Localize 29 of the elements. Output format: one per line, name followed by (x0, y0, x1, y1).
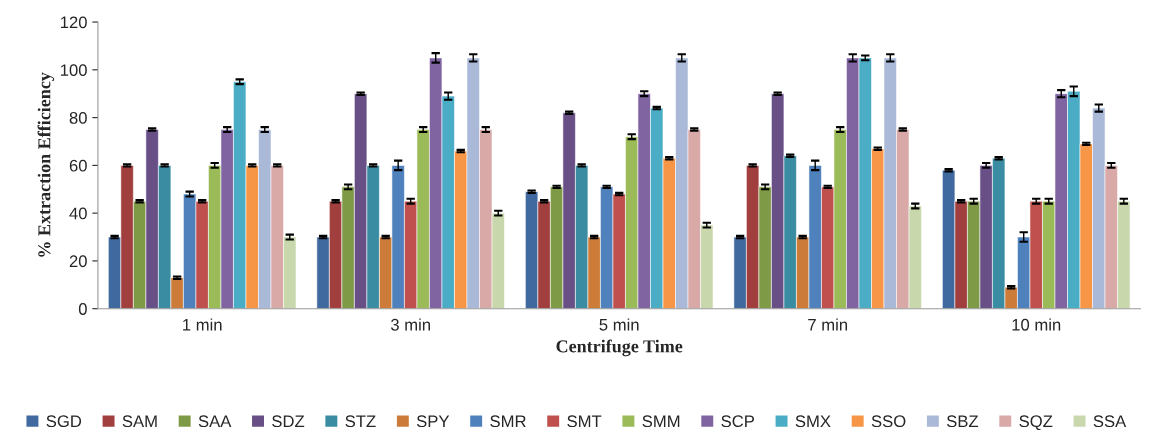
legend-label: SGD (46, 415, 82, 428)
legend-label: SDZ (272, 415, 305, 428)
legend-label: SAM (122, 415, 157, 428)
legend-label: SMT (567, 415, 602, 428)
x-tick-label: 3 min (390, 318, 430, 331)
y-tick-label: 80 (69, 112, 87, 124)
legend-label: SSA (1093, 415, 1127, 428)
legend-label: SMX (795, 415, 831, 428)
legend-label: SAA (198, 415, 232, 428)
y-tick-label: 60 (69, 159, 87, 172)
y-tick-label: 40 (69, 207, 87, 220)
legend-label: SMM (642, 415, 680, 428)
x-tick-label: 1 min (183, 318, 222, 331)
y-tick-label: 100 (60, 64, 87, 77)
legend-label: SMR (490, 415, 526, 428)
x-tick-label: 5 min (599, 318, 639, 331)
y-tick-label: 20 (69, 255, 87, 268)
legend-label: SPY (416, 415, 450, 428)
legend-label: SBZ (946, 415, 979, 428)
x-axis-title: Centrifuge Time (556, 339, 683, 357)
legend-label: SSO (871, 415, 906, 428)
y-tick-label: 120 (60, 16, 87, 29)
x-tick-label: 7 min (808, 318, 848, 331)
legend-label: SCP (721, 415, 755, 428)
y-tick-label: 0 (78, 303, 87, 315)
x-tick-label: 10 min (1012, 318, 1061, 331)
legend-label: SQZ (1019, 415, 1053, 431)
y-axis-title: % Extraction Efficiency (37, 72, 55, 257)
legend-label: STZ (345, 415, 376, 428)
